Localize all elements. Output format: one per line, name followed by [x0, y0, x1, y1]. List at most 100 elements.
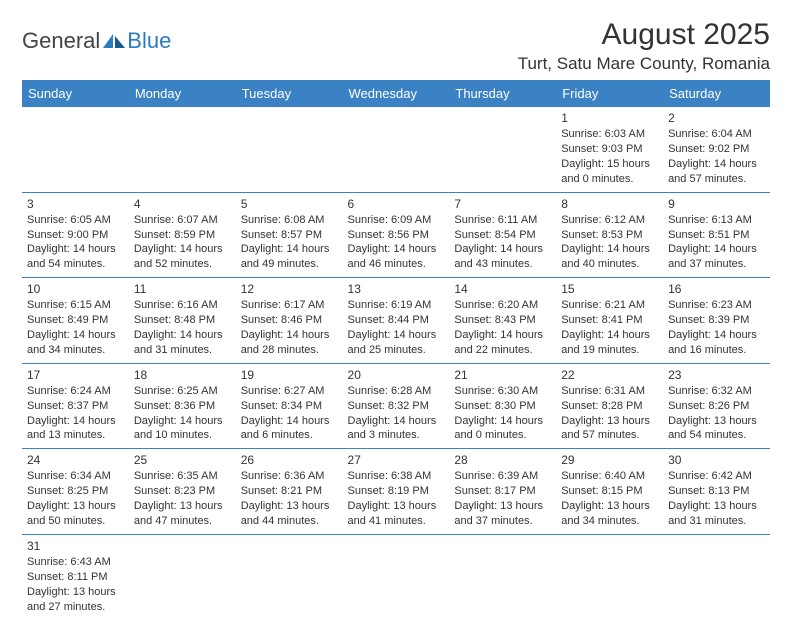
sunset-line: Sunset: 8:11 PM — [27, 570, 124, 585]
daylight-line: Daylight: 14 hours and 6 minutes. — [241, 414, 338, 444]
sunset-line: Sunset: 8:21 PM — [241, 484, 338, 499]
calendar-body: 1Sunrise: 6:03 AMSunset: 9:03 PMDaylight… — [22, 107, 770, 619]
calendar-cell: 24Sunrise: 6:34 AMSunset: 8:25 PMDayligh… — [22, 449, 129, 535]
sunset-line: Sunset: 8:15 PM — [561, 484, 658, 499]
sunrise-line: Sunrise: 6:13 AM — [668, 213, 765, 228]
sunrise-line: Sunrise: 6:38 AM — [348, 469, 445, 484]
sunrise-line: Sunrise: 6:15 AM — [27, 298, 124, 313]
sunset-line: Sunset: 8:23 PM — [134, 484, 231, 499]
day-number: 31 — [27, 538, 124, 554]
sunset-line: Sunset: 9:02 PM — [668, 142, 765, 157]
daylight-line: Daylight: 13 hours and 57 minutes. — [561, 414, 658, 444]
daylight-line: Daylight: 14 hours and 0 minutes. — [454, 414, 551, 444]
calendar-cell: 20Sunrise: 6:28 AMSunset: 8:32 PMDayligh… — [343, 363, 450, 449]
calendar-cell: 26Sunrise: 6:36 AMSunset: 8:21 PMDayligh… — [236, 449, 343, 535]
day-number: 23 — [668, 367, 765, 383]
sunrise-line: Sunrise: 6:20 AM — [454, 298, 551, 313]
day-number: 19 — [241, 367, 338, 383]
day-number: 22 — [561, 367, 658, 383]
sunset-line: Sunset: 8:30 PM — [454, 399, 551, 414]
calendar-cell: 12Sunrise: 6:17 AMSunset: 8:46 PMDayligh… — [236, 278, 343, 364]
weekday-header: Tuesday — [236, 80, 343, 107]
sunset-line: Sunset: 8:59 PM — [134, 228, 231, 243]
sunrise-line: Sunrise: 6:34 AM — [27, 469, 124, 484]
daylight-line: Daylight: 14 hours and 49 minutes. — [241, 242, 338, 272]
daylight-line: Daylight: 14 hours and 19 minutes. — [561, 328, 658, 358]
sunset-line: Sunset: 8:43 PM — [454, 313, 551, 328]
day-number: 13 — [348, 281, 445, 297]
sunset-line: Sunset: 9:00 PM — [27, 228, 124, 243]
daylight-line: Daylight: 15 hours and 0 minutes. — [561, 157, 658, 187]
sunset-line: Sunset: 8:51 PM — [668, 228, 765, 243]
calendar-cell — [236, 107, 343, 192]
day-number: 4 — [134, 196, 231, 212]
calendar-cell — [449, 107, 556, 192]
calendar-cell — [556, 534, 663, 619]
daylight-line: Daylight: 14 hours and 40 minutes. — [561, 242, 658, 272]
weekday-header: Thursday — [449, 80, 556, 107]
sunrise-line: Sunrise: 6:16 AM — [134, 298, 231, 313]
sunset-line: Sunset: 8:37 PM — [27, 399, 124, 414]
sunrise-line: Sunrise: 6:35 AM — [134, 469, 231, 484]
calendar-cell — [129, 107, 236, 192]
calendar-cell: 15Sunrise: 6:21 AMSunset: 8:41 PMDayligh… — [556, 278, 663, 364]
calendar-cell: 3Sunrise: 6:05 AMSunset: 9:00 PMDaylight… — [22, 192, 129, 278]
daylight-line: Daylight: 14 hours and 10 minutes. — [134, 414, 231, 444]
sunrise-line: Sunrise: 6:40 AM — [561, 469, 658, 484]
calendar-cell: 8Sunrise: 6:12 AMSunset: 8:53 PMDaylight… — [556, 192, 663, 278]
sunrise-line: Sunrise: 6:19 AM — [348, 298, 445, 313]
calendar-cell — [236, 534, 343, 619]
sunrise-line: Sunrise: 6:28 AM — [348, 384, 445, 399]
sunset-line: Sunset: 8:53 PM — [561, 228, 658, 243]
calendar-cell: 6Sunrise: 6:09 AMSunset: 8:56 PMDaylight… — [343, 192, 450, 278]
sunset-line: Sunset: 8:41 PM — [561, 313, 658, 328]
sunset-line: Sunset: 8:57 PM — [241, 228, 338, 243]
calendar-cell: 13Sunrise: 6:19 AMSunset: 8:44 PMDayligh… — [343, 278, 450, 364]
daylight-line: Daylight: 14 hours and 43 minutes. — [454, 242, 551, 272]
day-number: 27 — [348, 452, 445, 468]
sunrise-line: Sunrise: 6:23 AM — [668, 298, 765, 313]
daylight-line: Daylight: 13 hours and 44 minutes. — [241, 499, 338, 529]
sunset-line: Sunset: 8:17 PM — [454, 484, 551, 499]
day-number: 28 — [454, 452, 551, 468]
sunrise-line: Sunrise: 6:11 AM — [454, 213, 551, 228]
daylight-line: Daylight: 13 hours and 41 minutes. — [348, 499, 445, 529]
sunrise-line: Sunrise: 6:12 AM — [561, 213, 658, 228]
sunrise-line: Sunrise: 6:04 AM — [668, 127, 765, 142]
calendar-cell: 21Sunrise: 6:30 AMSunset: 8:30 PMDayligh… — [449, 363, 556, 449]
daylight-line: Daylight: 14 hours and 46 minutes. — [348, 242, 445, 272]
calendar-cell: 23Sunrise: 6:32 AMSunset: 8:26 PMDayligh… — [663, 363, 770, 449]
sunrise-line: Sunrise: 6:07 AM — [134, 213, 231, 228]
daylight-line: Daylight: 14 hours and 57 minutes. — [668, 157, 765, 187]
daylight-line: Daylight: 13 hours and 50 minutes. — [27, 499, 124, 529]
day-number: 18 — [134, 367, 231, 383]
daylight-line: Daylight: 13 hours and 27 minutes. — [27, 585, 124, 615]
sunset-line: Sunset: 8:26 PM — [668, 399, 765, 414]
daylight-line: Daylight: 14 hours and 28 minutes. — [241, 328, 338, 358]
day-number: 25 — [134, 452, 231, 468]
sail-icon — [103, 32, 125, 50]
sunrise-line: Sunrise: 6:17 AM — [241, 298, 338, 313]
daylight-line: Daylight: 14 hours and 54 minutes. — [27, 242, 124, 272]
day-number: 2 — [668, 110, 765, 126]
calendar-cell: 27Sunrise: 6:38 AMSunset: 8:19 PMDayligh… — [343, 449, 450, 535]
daylight-line: Daylight: 13 hours and 54 minutes. — [668, 414, 765, 444]
sunset-line: Sunset: 8:39 PM — [668, 313, 765, 328]
calendar-cell: 4Sunrise: 6:07 AMSunset: 8:59 PMDaylight… — [129, 192, 236, 278]
calendar-table: SundayMondayTuesdayWednesdayThursdayFrid… — [22, 80, 770, 619]
calendar-cell: 10Sunrise: 6:15 AMSunset: 8:49 PMDayligh… — [22, 278, 129, 364]
day-number: 1 — [561, 110, 658, 126]
sunrise-line: Sunrise: 6:21 AM — [561, 298, 658, 313]
sunrise-line: Sunrise: 6:24 AM — [27, 384, 124, 399]
daylight-line: Daylight: 14 hours and 31 minutes. — [134, 328, 231, 358]
calendar-cell: 19Sunrise: 6:27 AMSunset: 8:34 PMDayligh… — [236, 363, 343, 449]
day-number: 24 — [27, 452, 124, 468]
daylight-line: Daylight: 14 hours and 34 minutes. — [27, 328, 124, 358]
daylight-line: Daylight: 14 hours and 25 minutes. — [348, 328, 445, 358]
day-number: 15 — [561, 281, 658, 297]
calendar-cell: 14Sunrise: 6:20 AMSunset: 8:43 PMDayligh… — [449, 278, 556, 364]
day-number: 5 — [241, 196, 338, 212]
page-title: August 2025 — [518, 18, 770, 52]
sunrise-line: Sunrise: 6:08 AM — [241, 213, 338, 228]
sunrise-line: Sunrise: 6:31 AM — [561, 384, 658, 399]
